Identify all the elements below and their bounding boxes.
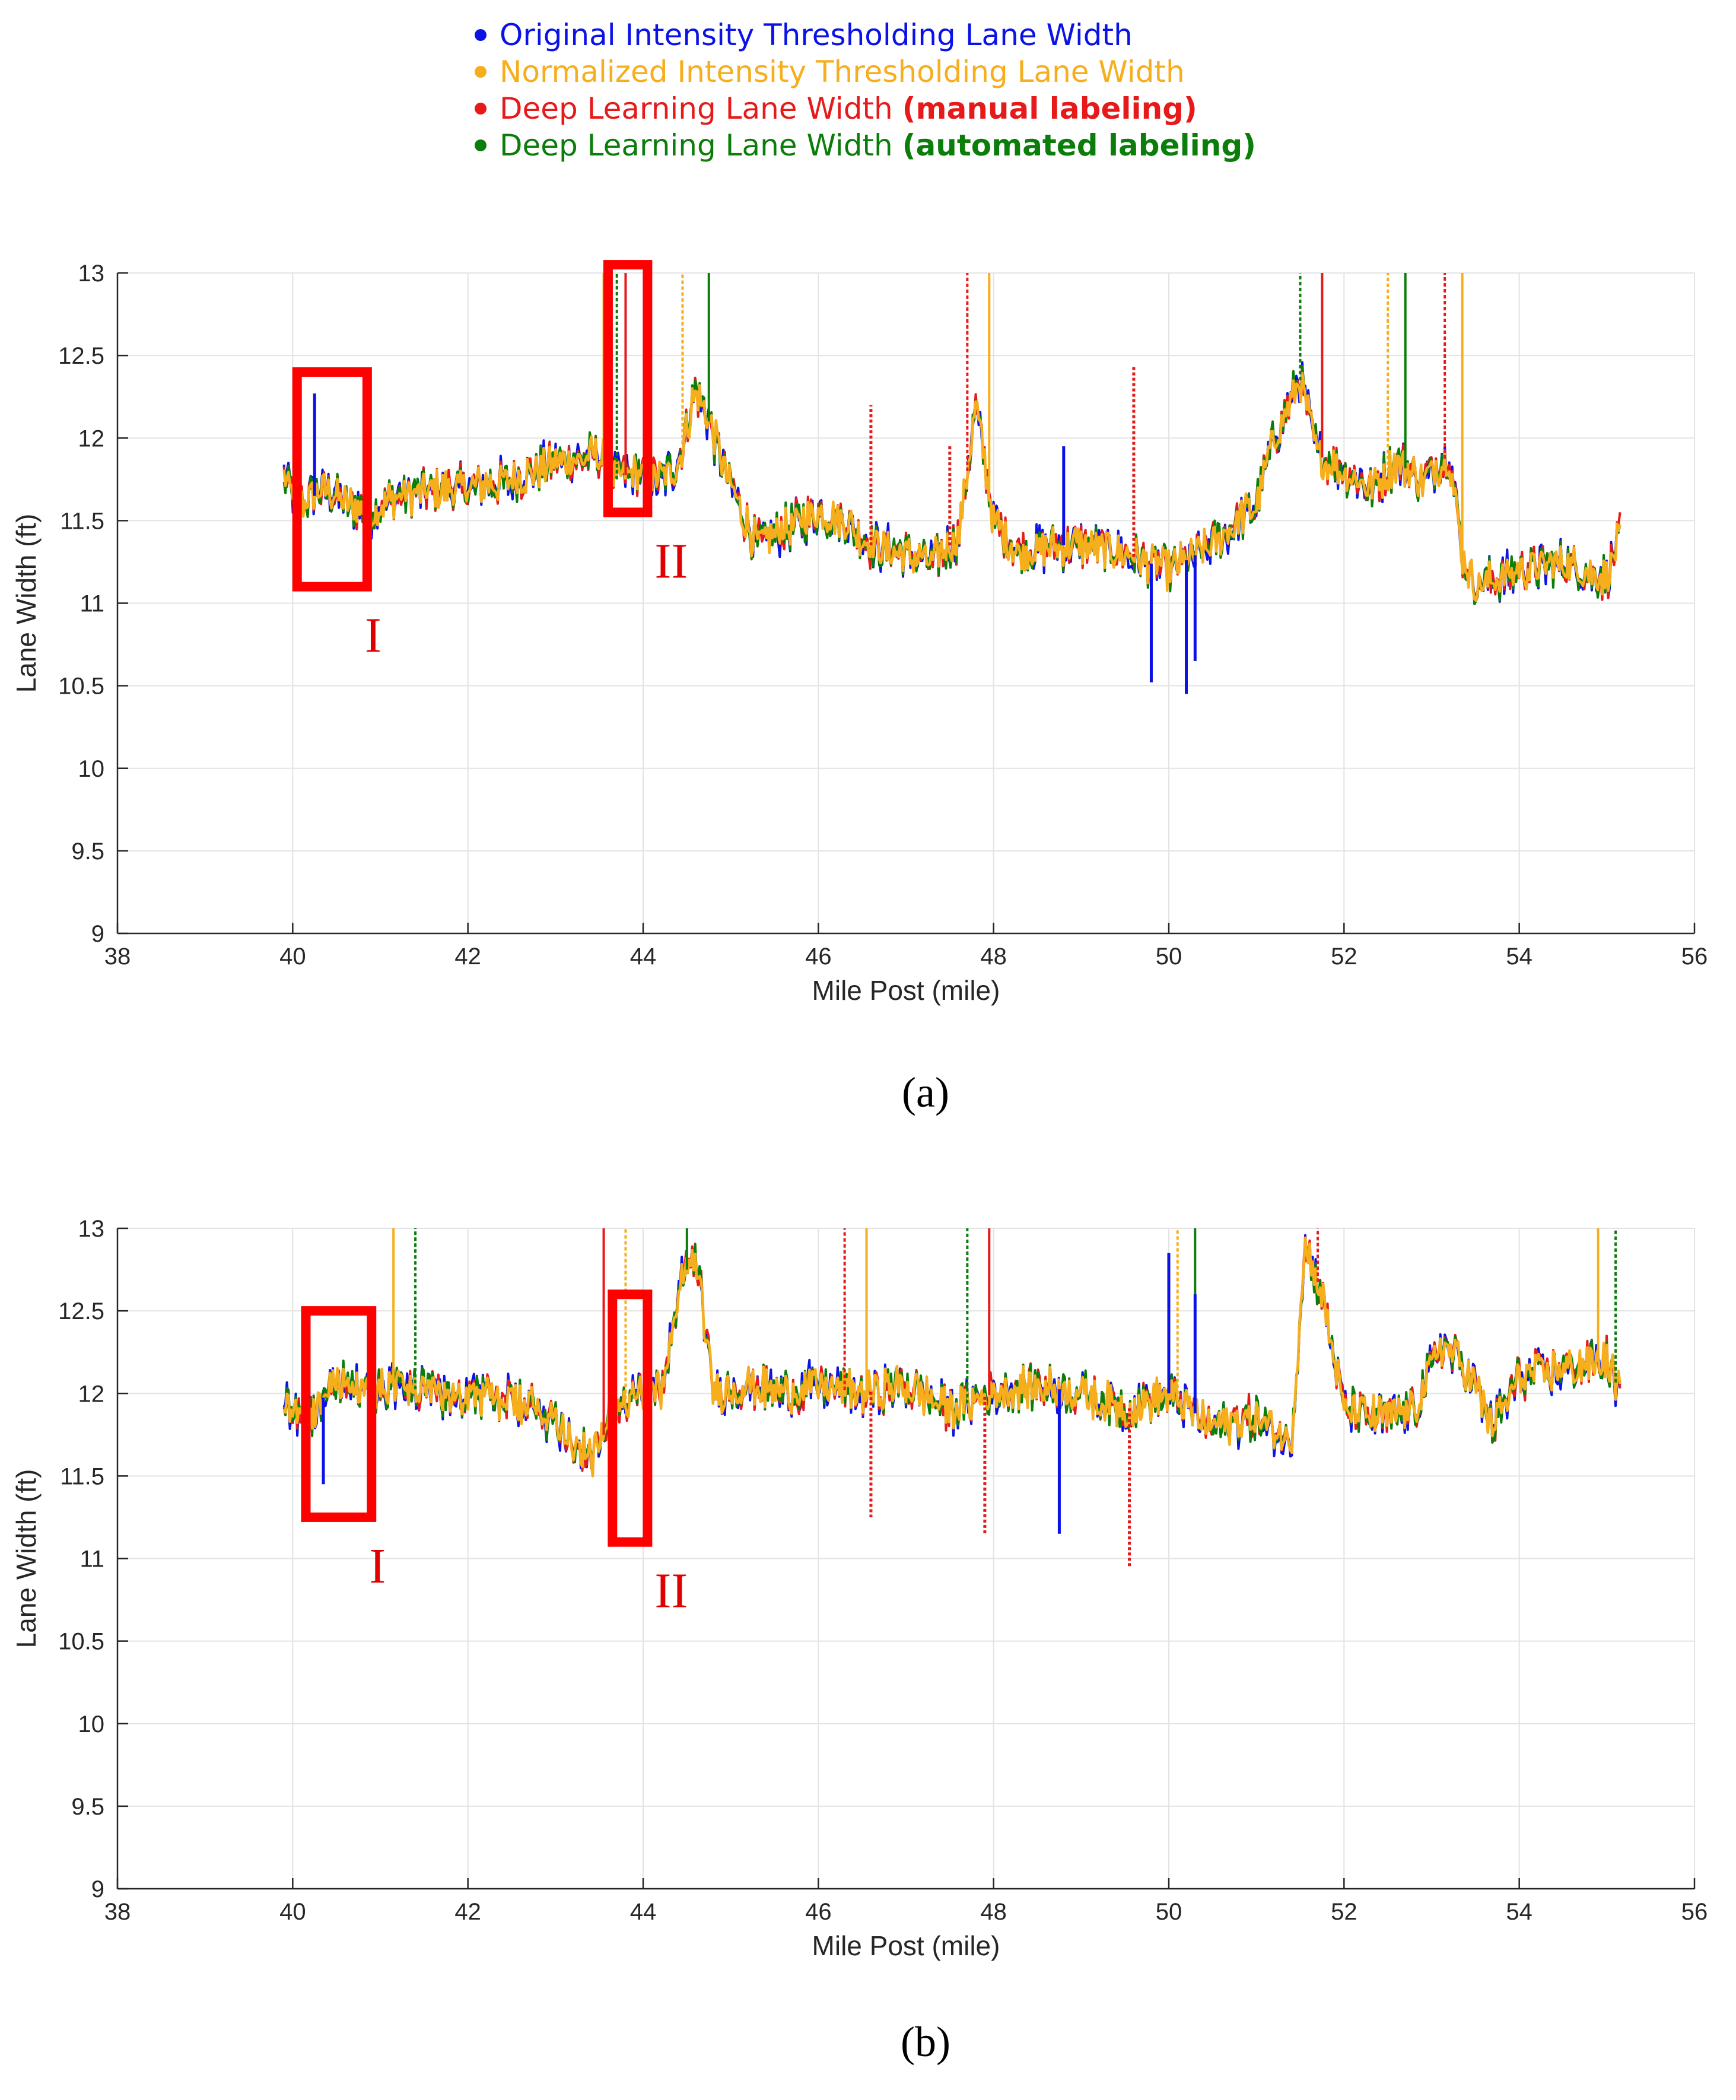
highlight-box [603, 260, 653, 517]
series-line-manual [282, 1236, 1621, 1472]
x-tick-label: 46 [805, 1899, 832, 1925]
legend-label: Original Intensity Thresholding Lane Wid… [500, 18, 1133, 52]
y-tick-label: 11.5 [60, 508, 104, 534]
legend-dot-icon [475, 103, 487, 115]
highlight-box [301, 1306, 377, 1522]
highlight-box [608, 1289, 653, 1547]
x-tick-label: 42 [454, 943, 481, 970]
x-tick-label: 56 [1681, 943, 1708, 970]
legend: Original Intensity Thresholding Lane Wid… [475, 17, 1256, 164]
x-tick-label: 48 [980, 943, 1007, 970]
x-tick-label: 38 [104, 1899, 131, 1925]
y-tick-label: 13 [78, 1216, 105, 1242]
series-line-original [282, 1234, 1621, 1470]
y-tick-label: 10.5 [58, 673, 104, 700]
y-tick-label: 9 [91, 921, 104, 947]
x-axis-title: Mile Post (mile) [812, 1930, 1000, 1961]
series-line-normalized [282, 371, 1621, 602]
x-tick-label: 54 [1506, 1899, 1532, 1925]
caption-b: (b) [901, 2018, 950, 2066]
x-tick-label: 56 [1681, 1899, 1708, 1925]
x-tick-label: 46 [805, 943, 832, 970]
chart-b: 38 40 42 44 46 48 50 52 54 56 9 9.5 10 10.5 11 11.5 12 12… [11, 1216, 1708, 1961]
x-tick-label: 52 [1331, 1899, 1357, 1925]
y-tick-label: 10 [78, 1711, 105, 1737]
legend-dot-icon [475, 29, 487, 41]
y-tick-label: 10.5 [58, 1629, 104, 1655]
highlight-box-label: II [654, 1564, 688, 1619]
legend-item: Deep Learning Lane Width (manual labelin… [475, 90, 1256, 127]
y-tick-label: 12.5 [58, 343, 104, 369]
y-tick-label: 11 [80, 1546, 104, 1572]
x-tick-label: 42 [454, 1899, 481, 1925]
legend-label: Deep Learning Lane Width (automated labe… [500, 128, 1256, 163]
highlight-box [292, 367, 372, 592]
x-tick-label: 44 [630, 943, 657, 970]
legend-label-text: Normalized Intensity Thresholding Lane W… [500, 55, 1185, 89]
y-tick-label: 11.5 [60, 1463, 104, 1489]
legend-label-emphasis: (automated labeling) [902, 128, 1257, 163]
legend-label-text: Deep Learning Lane Width [500, 128, 902, 163]
caption-a: (a) [902, 1069, 949, 1116]
legend-label: Deep Learning Lane Width (manual labelin… [500, 91, 1197, 126]
x-tick-label: 44 [630, 1899, 657, 1925]
y-tick-label: 9.5 [71, 1794, 104, 1820]
highlight-box-label: I [365, 608, 381, 663]
x-tick-label: 50 [1156, 943, 1182, 970]
y-tick-label: 13 [78, 260, 105, 287]
series-line-automated [282, 1243, 1621, 1471]
y-tick-label: 11 [80, 591, 104, 617]
y-tick-label: 12 [78, 1381, 105, 1407]
series-line-normalized [282, 1237, 1621, 1478]
y-tick-label: 12.5 [58, 1298, 104, 1324]
y-tick-label: 9 [91, 1876, 104, 1902]
x-tick-label: 40 [279, 943, 306, 970]
legend-dot-icon [475, 139, 487, 151]
legend-label-emphasis: (manual labeling) [902, 91, 1197, 126]
x-tick-label: 40 [279, 1899, 306, 1925]
legend-item: Normalized Intensity Thresholding Lane W… [475, 53, 1256, 90]
x-tick-label: 38 [104, 943, 131, 970]
x-axis-title: Mile Post (mile) [812, 975, 1000, 1006]
x-tick-label: 52 [1331, 943, 1357, 970]
x-tick-label: 50 [1156, 1899, 1182, 1925]
y-tick-label: 9.5 [71, 838, 104, 865]
chart-a: 38 40 42 44 46 48 50 52 54 56 9 9.5 10 10.5 11 11.5 12 12… [11, 260, 1708, 1006]
legend-label-text: Original Intensity Thresholding Lane Wid… [500, 18, 1133, 52]
y-axis-title: Lane Width (ft) [11, 1469, 42, 1648]
highlight-box-label: II [654, 533, 688, 589]
highlight-box-label: I [369, 1539, 386, 1594]
legend-dot-icon [475, 66, 487, 78]
legend-item: Original Intensity Thresholding Lane Wid… [475, 17, 1256, 53]
y-tick-label: 10 [78, 756, 105, 782]
legend-label: Normalized Intensity Thresholding Lane W… [500, 55, 1185, 89]
x-tick-label: 48 [980, 1899, 1007, 1925]
y-axis-title: Lane Width (ft) [11, 514, 42, 693]
legend-label-text: Deep Learning Lane Width [500, 91, 902, 126]
x-tick-label: 54 [1506, 943, 1532, 970]
y-tick-label: 12 [78, 425, 105, 452]
legend-item: Deep Learning Lane Width (automated labe… [475, 127, 1256, 164]
